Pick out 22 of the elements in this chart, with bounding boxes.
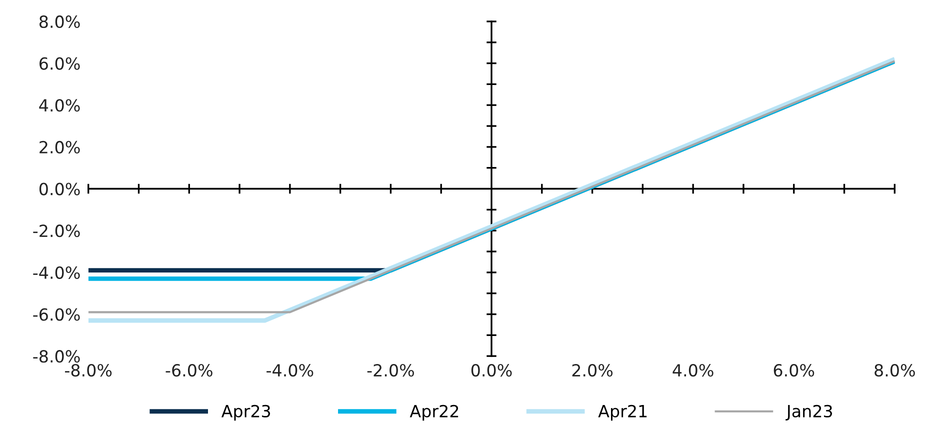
y-tick-label: 6.0% <box>40 57 80 70</box>
y-tick-label: 0.0% <box>39 182 80 196</box>
legend-label: Jan23 <box>786 404 832 421</box>
x-tick-label: 8.0% <box>874 364 915 377</box>
x-tick-label: -2.0% <box>367 364 414 377</box>
x-tick-label: 0.0% <box>471 364 512 377</box>
y-tick-label: 4.0% <box>39 99 80 112</box>
legend-label: Apr23 <box>221 404 270 421</box>
y-tick-label: 2.0% <box>40 140 80 154</box>
y-tick-label: -8.0% <box>33 350 80 363</box>
x-tick-label: 4.0% <box>672 364 714 377</box>
y-tick-label: -6.0% <box>33 308 80 321</box>
x-tick-label: -4.0% <box>266 364 314 377</box>
y-tick-label: 8.0% <box>40 15 80 28</box>
x-tick-label: 6.0% <box>774 364 814 377</box>
y-tick-label: -4.0% <box>33 266 80 279</box>
y-tick-label: -2.0% <box>33 224 80 238</box>
x-tick-label: -8.0% <box>64 364 112 377</box>
legend-label: Apr21 <box>598 404 647 421</box>
legend-label: Apr22 <box>410 404 458 421</box>
x-tick-label: -6.0% <box>166 364 212 377</box>
x-tick-label: 2.0% <box>572 364 613 377</box>
